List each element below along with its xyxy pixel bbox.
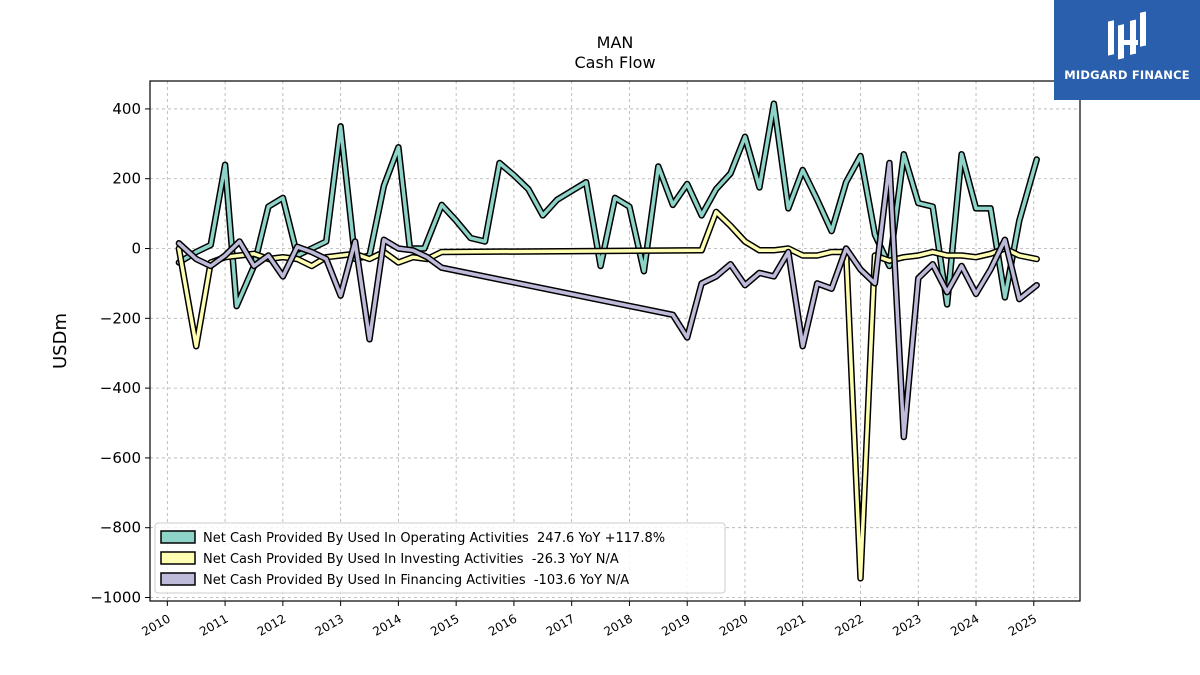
- chart-title: MAN: [597, 33, 634, 52]
- x-tick-label: 2021: [775, 611, 808, 638]
- y-tick-label: −400: [100, 379, 141, 397]
- y-tick-label: −600: [100, 449, 141, 467]
- x-tick-label: 2016: [486, 611, 519, 638]
- x-tick-label: 2014: [370, 611, 403, 638]
- series-lines: [175, 100, 1040, 582]
- y-axis-ticks: 400 200 0 −200 −400 −600 −800 −1000: [90, 100, 150, 607]
- x-tick-label: 2023: [890, 611, 923, 638]
- legend-swatch-investing: [160, 551, 196, 565]
- legend-label-operating: Net Cash Provided By Used In Operating A…: [203, 531, 665, 546]
- legend-box: [154, 522, 726, 594]
- plot-frame: [149, 80, 1081, 602]
- x-tick-label: 2010: [139, 611, 172, 638]
- y-tick-label: 0: [131, 240, 141, 258]
- brand-name: MIDGARD FINANCE: [1064, 68, 1190, 82]
- x-tick-label: 2017: [544, 611, 577, 638]
- y-tick-label: 400: [112, 100, 141, 118]
- y-tick-label: −200: [100, 309, 141, 327]
- x-tick-label: 2015: [428, 611, 461, 638]
- brand-logo: MIDGARD FINANCE: [1054, 0, 1200, 100]
- series-line-1: [177, 210, 1039, 581]
- x-tick-label: 2020: [717, 611, 750, 638]
- x-tick-label: 2011: [197, 611, 230, 638]
- y-tick-label: 200: [112, 170, 141, 188]
- x-tick-label: 2022: [833, 611, 866, 638]
- legend-label-financing: Net Cash Provided By Used In Financing A…: [203, 573, 629, 588]
- series-outline-0: [175, 100, 1040, 310]
- y-tick-label: −1000: [90, 589, 141, 607]
- x-tick-label: 2024: [948, 611, 981, 638]
- y-tick-label: −800: [100, 519, 141, 537]
- legend: Net Cash Provided By Used In Operating A…: [154, 522, 726, 594]
- brand-mark-icon: [1108, 11, 1146, 60]
- series-line-0: [177, 101, 1039, 308]
- chart-subtitle: Cash Flow: [574, 53, 655, 72]
- x-tick-label: 2013: [313, 611, 346, 638]
- x-tick-label: 2025: [1006, 611, 1039, 638]
- x-tick-label: 2019: [659, 611, 692, 638]
- y-axis-label: USDm: [50, 313, 71, 369]
- x-tick-label: 2012: [255, 611, 288, 638]
- legend-swatch-operating: [160, 530, 196, 544]
- x-tick-label: 2018: [601, 611, 634, 638]
- legend-swatch-financing: [160, 572, 196, 586]
- legend-label-investing: Net Cash Provided By Used In Investing A…: [203, 552, 619, 567]
- x-axis-ticks: 2010 2011 2012 2013 2014 2015 2016 2017 2018 2019…: [139, 601, 1039, 639]
- series-line-2: [177, 161, 1039, 439]
